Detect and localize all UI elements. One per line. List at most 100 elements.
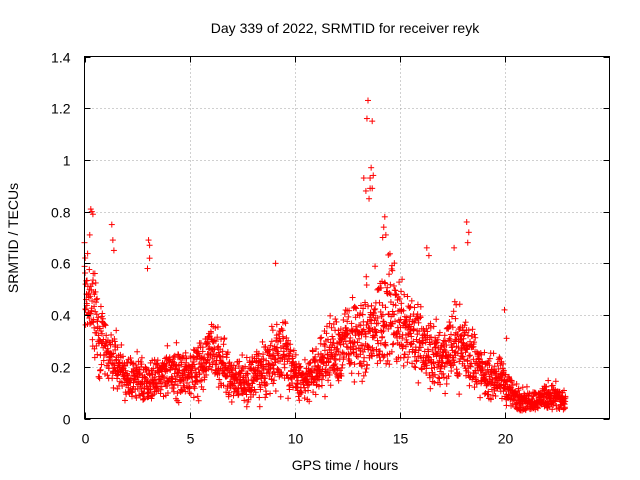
data-point	[315, 383, 322, 390]
data-point	[200, 386, 207, 393]
data-point	[401, 291, 408, 298]
x-tick-label: 0	[82, 431, 90, 447]
data-point	[87, 310, 94, 317]
data-point	[349, 294, 356, 301]
data-point	[400, 354, 407, 361]
grid	[84, 56, 610, 419]
data-point	[297, 391, 304, 398]
data-point	[506, 383, 513, 390]
data-point	[232, 365, 239, 372]
data-point	[508, 378, 515, 385]
data-point	[459, 353, 466, 360]
data-point	[212, 324, 219, 331]
data-point	[448, 368, 455, 375]
data-point	[428, 365, 435, 372]
data-point	[426, 374, 433, 381]
data-point	[280, 335, 287, 342]
data-point	[333, 318, 340, 325]
data-point	[334, 373, 341, 380]
data-point	[89, 211, 96, 218]
plot-frame	[84, 56, 610, 419]
data-point	[138, 378, 145, 385]
data-point	[380, 224, 387, 231]
data-point	[478, 351, 485, 358]
data-point	[406, 304, 413, 311]
data-point	[272, 356, 279, 363]
data-point	[138, 354, 145, 361]
data-point	[465, 327, 472, 334]
data-point	[97, 327, 104, 334]
data-point	[99, 315, 106, 322]
data-point	[272, 260, 279, 267]
data-point	[268, 338, 275, 345]
data-point	[203, 371, 210, 378]
data-point	[451, 298, 458, 305]
data-point	[306, 398, 313, 405]
data-point	[206, 333, 213, 340]
data-point	[472, 334, 479, 341]
data-point	[427, 324, 434, 331]
data-point	[212, 338, 219, 345]
data-point	[340, 316, 347, 323]
data-point	[224, 349, 231, 356]
data-point	[430, 323, 437, 330]
data-point	[328, 347, 335, 354]
data-point	[369, 350, 376, 357]
y-tick-label: 0.2	[51, 360, 71, 376]
data-point	[464, 239, 471, 246]
data-point	[374, 337, 381, 344]
data-point	[160, 374, 167, 381]
data-point	[91, 270, 98, 277]
data-point	[388, 348, 395, 355]
data-point	[82, 269, 89, 276]
data-point	[363, 273, 370, 280]
data-point	[317, 335, 324, 342]
data-point	[145, 389, 152, 396]
data-point	[87, 206, 94, 213]
data-point	[479, 358, 486, 365]
data-point	[351, 378, 358, 385]
data-point	[476, 356, 483, 363]
data-point	[87, 293, 94, 300]
data-point	[382, 231, 389, 238]
y-tick-label: 0.4	[51, 308, 71, 324]
data-point	[369, 118, 376, 125]
data-point	[317, 340, 324, 347]
data-point	[509, 382, 516, 389]
data-point	[86, 266, 93, 273]
data-point	[274, 338, 281, 345]
data-point	[121, 397, 128, 404]
data-point	[88, 307, 95, 314]
data-point	[137, 383, 144, 390]
data-point	[235, 363, 242, 370]
data-point	[352, 332, 359, 339]
data-point	[215, 349, 222, 356]
data-point	[357, 347, 364, 354]
data-point	[323, 330, 330, 337]
data-point	[339, 349, 346, 356]
data-point	[134, 348, 141, 355]
data-point	[164, 382, 171, 389]
data-point	[110, 350, 117, 357]
data-point	[386, 250, 393, 257]
data-point	[402, 343, 409, 350]
data-point	[355, 370, 362, 377]
data-point	[425, 348, 432, 355]
data-point	[543, 383, 550, 390]
data-point	[280, 348, 287, 355]
data-point	[348, 320, 355, 327]
data-point	[350, 349, 357, 356]
data-point	[205, 333, 212, 340]
data-point	[158, 378, 165, 385]
data-point	[170, 385, 177, 392]
data-point	[109, 237, 116, 244]
data-point	[436, 329, 443, 336]
data-point	[214, 334, 221, 341]
data-point	[348, 370, 355, 377]
data-point	[170, 388, 177, 395]
data-point	[114, 375, 121, 382]
data-point	[249, 380, 256, 387]
data-point	[104, 372, 111, 379]
data-point	[333, 365, 340, 372]
data-point	[374, 314, 381, 321]
